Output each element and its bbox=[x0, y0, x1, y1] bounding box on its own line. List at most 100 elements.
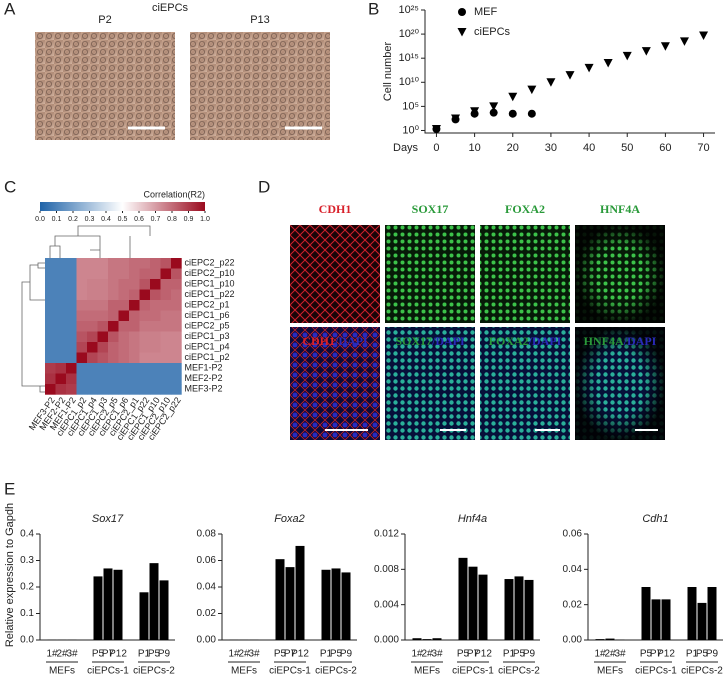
heatmap-cell bbox=[129, 363, 140, 374]
heatmap-cell bbox=[108, 384, 119, 395]
bar bbox=[159, 580, 169, 640]
heatmap-cell bbox=[76, 363, 88, 374]
heatmap-cell bbox=[129, 342, 140, 353]
heatmap-cell bbox=[129, 300, 140, 311]
bar bbox=[478, 574, 488, 640]
panel-letter: C bbox=[4, 177, 16, 196]
stain-part: /DAPI bbox=[334, 334, 368, 348]
group-label: ciEPCs-2 bbox=[498, 666, 540, 677]
fluorescence-images bbox=[290, 225, 665, 440]
legend-label: MEF bbox=[474, 6, 498, 18]
y-tick-label: 0.04 bbox=[197, 582, 217, 593]
heatmap-cell bbox=[129, 321, 140, 332]
x-tick-label: P5 bbox=[148, 649, 161, 660]
y-tick-label: 0.0 bbox=[20, 635, 34, 646]
heatmap-cell bbox=[118, 342, 130, 353]
heatmap-cell bbox=[97, 331, 109, 343]
legend-marker bbox=[457, 28, 467, 37]
image bbox=[480, 327, 570, 440]
colorbar-title: Correlation(R2) bbox=[143, 189, 205, 199]
heatmap-cell bbox=[55, 321, 67, 332]
x-tick-label: 1# bbox=[228, 649, 240, 660]
heatmap-cell bbox=[45, 352, 56, 364]
heatmap-cell bbox=[108, 373, 119, 385]
heatmap-cell bbox=[108, 321, 119, 332]
bar bbox=[458, 557, 468, 640]
image bbox=[480, 225, 570, 323]
chart-title: Hnf4a bbox=[458, 513, 487, 525]
stain-part: CDH1 bbox=[302, 334, 335, 348]
heatmap-cell bbox=[45, 268, 56, 280]
heatmap-cell bbox=[160, 331, 172, 343]
bar bbox=[524, 579, 534, 640]
stain-label: CDH1 bbox=[319, 202, 352, 216]
bar bbox=[295, 545, 305, 640]
heatmap-cell bbox=[129, 373, 140, 385]
point bbox=[451, 114, 461, 124]
point bbox=[431, 125, 441, 134]
image-shade bbox=[575, 225, 665, 323]
heatmap-cell bbox=[108, 300, 119, 311]
stain-part: SOX17 bbox=[395, 334, 432, 348]
point bbox=[527, 109, 536, 118]
stain-label: HNF4A bbox=[600, 202, 640, 216]
heatmap-cell bbox=[150, 279, 161, 290]
x-tick-label: 3# bbox=[248, 649, 260, 660]
group-label: MEFs bbox=[597, 666, 623, 677]
heatmap-cell bbox=[129, 289, 140, 301]
bar bbox=[285, 567, 295, 640]
y-tick-label: 0.02 bbox=[197, 608, 217, 619]
heatmap-cell bbox=[97, 300, 109, 311]
x-tick-label: P7 bbox=[102, 649, 115, 660]
panel-letter: B bbox=[368, 0, 379, 18]
image bbox=[290, 225, 380, 323]
y-tick-label: 0.012 bbox=[374, 529, 399, 540]
heatmap-cell bbox=[66, 258, 77, 269]
heatmap-cell bbox=[45, 310, 56, 322]
y-tick-label: 0.1 bbox=[20, 608, 34, 619]
x-tick-label: P1 bbox=[320, 649, 333, 660]
heatmap-cell bbox=[139, 289, 151, 301]
bar bbox=[707, 587, 717, 640]
group-label: ciEPCs-2 bbox=[133, 666, 175, 677]
heatmap-cell bbox=[171, 300, 182, 311]
x-tick-label: P9 bbox=[340, 649, 353, 660]
heatmap-cell bbox=[66, 342, 77, 353]
x-tick-label: P7 bbox=[650, 649, 663, 660]
heatmap-cell bbox=[66, 321, 77, 332]
heatmap-cell bbox=[150, 258, 161, 269]
heatmap-cell bbox=[97, 310, 109, 322]
x-tick-label: 30 bbox=[545, 142, 557, 154]
heatmap-cell bbox=[87, 310, 98, 322]
heatmap-cell bbox=[45, 300, 56, 311]
row-label: ciEPC2_p10 bbox=[185, 268, 235, 278]
heatmap-cell bbox=[150, 352, 161, 364]
heatmap-cell bbox=[171, 310, 182, 322]
panel-letter: D bbox=[258, 177, 270, 196]
group-label: MEFs bbox=[414, 666, 440, 677]
heatmap-cell bbox=[139, 352, 151, 364]
heatmap-cell bbox=[171, 342, 182, 353]
heatmap-cell bbox=[45, 384, 56, 395]
y-tick-label: 0.00 bbox=[197, 635, 217, 646]
heatmap-cell bbox=[129, 258, 140, 269]
heatmap-cell bbox=[45, 279, 56, 290]
row-label: MEF2-P2 bbox=[185, 373, 223, 383]
heatmap-cell bbox=[160, 373, 172, 385]
bar bbox=[149, 563, 159, 640]
x-tick-label: P1 bbox=[138, 649, 151, 660]
heatmap-cell bbox=[76, 342, 88, 353]
stain-label: FOXA2/DAPI bbox=[489, 334, 562, 348]
heatmap-cell bbox=[55, 268, 67, 280]
heatmap-cell bbox=[76, 373, 88, 385]
heatmap-cell bbox=[171, 321, 182, 332]
heatmap-cell bbox=[129, 352, 140, 364]
y-tick-label: 0.4 bbox=[20, 529, 34, 540]
y-tick-label: 0.08 bbox=[197, 529, 217, 540]
heatmap-cell bbox=[108, 331, 119, 343]
stain-part: /DAPI bbox=[528, 334, 562, 348]
heatmap-cell bbox=[160, 342, 172, 353]
heatmap-cell bbox=[150, 373, 161, 385]
point bbox=[622, 51, 632, 61]
colorbar-tick-label: 1.0 bbox=[200, 216, 210, 223]
